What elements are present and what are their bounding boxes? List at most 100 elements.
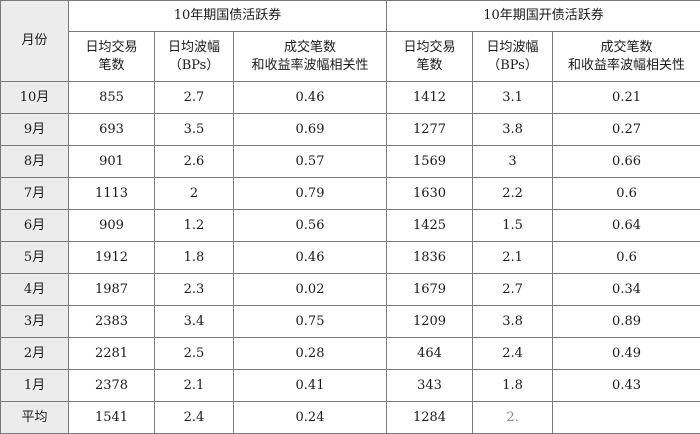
month-cell: 3月: [1, 306, 69, 338]
table-cell: 1284: [387, 402, 473, 434]
table-cell: 0.66: [553, 146, 700, 178]
table-cell: 0.79: [234, 178, 387, 210]
subheader-line: 日均交易: [387, 39, 472, 57]
table-cell: 2: [155, 178, 234, 210]
group-header-cdb: 10年期国开债活跃券: [387, 1, 700, 32]
table-cell: 0.64: [553, 210, 700, 242]
table-cell: 1425: [387, 210, 473, 242]
table-cell: 0.34: [553, 274, 700, 306]
table-cell: 2.4: [155, 402, 234, 434]
subheader-line: 日均波幅: [473, 39, 552, 57]
month-cell: 平均: [1, 402, 69, 434]
subheader-line: （BPs）: [473, 57, 552, 75]
table-cell: 3: [473, 146, 553, 178]
subheader-line: 成交笔数: [234, 39, 386, 57]
subheader-treasury-volatility: 日均波幅 （BPs）: [155, 32, 234, 82]
table-row: 5月 1912 1.8 0.46 1836 2.1 0.6: [1, 242, 700, 274]
group-header-treasury: 10年期国债活跃券: [69, 1, 387, 32]
table-cell: [553, 402, 700, 434]
table-cell: 0.49: [553, 338, 700, 370]
table-cell: 2.7: [473, 274, 553, 306]
table-row: 2月 2281 2.5 0.28 464 2.4 0.49: [1, 338, 700, 370]
table-cell: 1113: [69, 178, 155, 210]
month-cell: 1月: [1, 370, 69, 402]
month-cell: 2月: [1, 338, 69, 370]
table-cell: 0.57: [234, 146, 387, 178]
table-cell: 1912: [69, 242, 155, 274]
month-cell: 10月: [1, 82, 69, 114]
table-cell: 0.41: [234, 370, 387, 402]
table-cell: 0.02: [234, 274, 387, 306]
table-cell: 909: [69, 210, 155, 242]
month-cell: 6月: [1, 210, 69, 242]
table-cell: 1209: [387, 306, 473, 338]
month-header: 月份: [1, 1, 69, 82]
table-row: 3月 2383 3.4 0.75 1209 3.8 0.89: [1, 306, 700, 338]
subheader-line: 笔数: [69, 57, 154, 75]
month-cell: 9月: [1, 114, 69, 146]
subheader-line: 和收益率波幅相关性: [553, 57, 700, 75]
table-row: 9月 693 3.5 0.69 1277 3.8 0.27: [1, 114, 700, 146]
table-cell: 693: [69, 114, 155, 146]
table-cell: 1541: [69, 402, 155, 434]
subheader-cdb-trades: 日均交易 笔数: [387, 32, 473, 82]
table-cell: 1836: [387, 242, 473, 274]
month-cell: 4月: [1, 274, 69, 306]
table-cell: 3.5: [155, 114, 234, 146]
subheader-treasury-trades: 日均交易 笔数: [69, 32, 155, 82]
table-cell: 0.56: [234, 210, 387, 242]
table-row: 8月 901 2.6 0.57 1569 3 0.66: [1, 146, 700, 178]
table-cell: 2.5: [155, 338, 234, 370]
table-row: 6月 909 1.2 0.56 1425 1.5 0.64: [1, 210, 700, 242]
subheader-cdb-correlation: 成交笔数 和收益率波幅相关性: [553, 32, 700, 82]
table-cell: 1987: [69, 274, 155, 306]
table-cell: 3.1: [473, 82, 553, 114]
table-cell: 1412: [387, 82, 473, 114]
table-cell: 2383: [69, 306, 155, 338]
table-row: 1月 2378 2.1 0.41 343 1.8 0.43: [1, 370, 700, 402]
table-cell: 0.27: [553, 114, 700, 146]
table-cell: 1.2: [155, 210, 234, 242]
table-cell: 0.6: [553, 178, 700, 210]
month-cell: 5月: [1, 242, 69, 274]
table-cell: 2378: [69, 370, 155, 402]
table-cell: 2.4: [473, 338, 553, 370]
subheader-line: 日均波幅: [155, 39, 233, 57]
table-cell: 0.46: [234, 82, 387, 114]
month-cell: 8月: [1, 146, 69, 178]
table-cell: 855: [69, 82, 155, 114]
table-cell: 3.8: [473, 306, 553, 338]
table-cell: 1.5: [473, 210, 553, 242]
table-cell: 1679: [387, 274, 473, 306]
table-cell: 1569: [387, 146, 473, 178]
subheader-line: 成交笔数: [553, 39, 700, 57]
table-row: 4月 1987 2.3 0.02 1679 2.7 0.34: [1, 274, 700, 306]
table-cell: 343: [387, 370, 473, 402]
table-cell: 0.6: [553, 242, 700, 274]
table-cell: 2.7: [155, 82, 234, 114]
subheader-treasury-correlation: 成交笔数 和收益率波幅相关性: [234, 32, 387, 82]
table-cell: 0.75: [234, 306, 387, 338]
table-cell: 464: [387, 338, 473, 370]
table-cell: 3.8: [473, 114, 553, 146]
subheader-line: （BPs）: [155, 57, 233, 75]
table-cell: 0.89: [553, 306, 700, 338]
table-cell: 1.8: [473, 370, 553, 402]
subheader-cdb-volatility: 日均波幅 （BPs）: [473, 32, 553, 82]
table-row-average: 平均 1541 2.4 0.24 1284 2.: [1, 402, 700, 434]
table-cell: 901: [69, 146, 155, 178]
table-row: 10月 855 2.7 0.46 1412 3.1 0.21: [1, 82, 700, 114]
table-cell: 2.1: [155, 370, 234, 402]
table-cell: 2.3: [155, 274, 234, 306]
table-cell: 0.69: [234, 114, 387, 146]
table-cell: 2.6: [155, 146, 234, 178]
table-cell: 0.21: [553, 82, 700, 114]
table-cell: 0.46: [234, 242, 387, 274]
subheader-line: 和收益率波幅相关性: [234, 57, 386, 75]
table-cell: 1630: [387, 178, 473, 210]
table-cell: 2281: [69, 338, 155, 370]
month-cell: 7月: [1, 178, 69, 210]
table-cell: 3.4: [155, 306, 234, 338]
subheader-line: 日均交易: [69, 39, 154, 57]
